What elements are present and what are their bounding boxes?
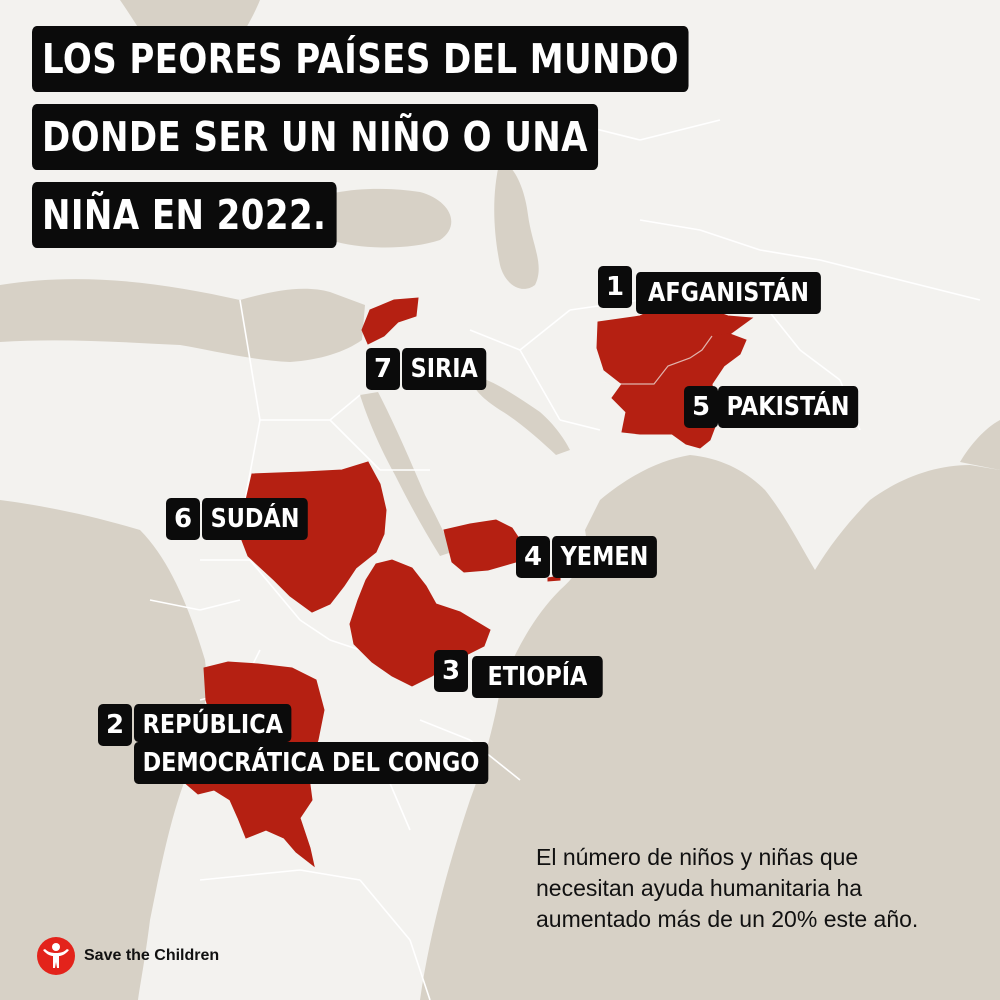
label-yemen: YEMEN bbox=[552, 536, 657, 578]
caption-line-2: necesitan ayuda humanitaria ha bbox=[536, 875, 863, 901]
rank-badge-dr-congo: 2 bbox=[98, 704, 133, 746]
afghanistan-pakistan-border bbox=[599, 335, 713, 385]
logo-text: Save the Children bbox=[84, 947, 220, 964]
persian-gulf bbox=[470, 375, 570, 455]
title-line-1: LOS PEORES PAÍSES DEL MUNDO bbox=[32, 26, 689, 92]
label-sudan: SUDÁN bbox=[202, 498, 309, 540]
caspian-sea bbox=[494, 160, 539, 289]
red-sea bbox=[360, 392, 452, 556]
rank-badge-sudan: 6 bbox=[166, 498, 201, 540]
atlantic-ocean bbox=[0, 500, 207, 1000]
save-the-children-logo: Save the Children bbox=[36, 936, 219, 976]
rank-badge-syria: 7 bbox=[366, 348, 401, 390]
label-dr-congo-line-2: DEMOCRÁTICA DEL CONGO bbox=[134, 742, 488, 784]
title-line-3: NIÑA EN 2022. bbox=[32, 182, 337, 248]
mediterranean-sea bbox=[0, 279, 365, 362]
indian-ocean bbox=[420, 455, 1000, 1000]
syria-shape bbox=[361, 297, 419, 345]
bay-of-bengal bbox=[960, 420, 1000, 470]
caption-line-1: El número de niños y niñas que bbox=[536, 844, 859, 870]
rank-badge-pakistan: 5 bbox=[684, 386, 719, 428]
label-syria: SIRIA bbox=[402, 348, 487, 390]
caption: El número de niños y niñas que necesitan… bbox=[536, 842, 996, 935]
title-line-2: DONDE SER UN NIÑO O UNA bbox=[32, 104, 598, 170]
caption-line-3: aumentado más de un 20% este año. bbox=[536, 906, 919, 932]
rank-badge-ethiopia: 3 bbox=[434, 650, 469, 692]
label-afghanistan: AFGANISTÁN bbox=[636, 272, 821, 314]
label-ethiopia: ETIOPÍA bbox=[472, 656, 603, 698]
label-pakistan: PAKISTÁN bbox=[718, 386, 859, 428]
rank-badge-yemen: 4 bbox=[516, 536, 551, 578]
save-the-children-logo-icon bbox=[37, 937, 75, 975]
label-dr-congo-line-1: REPÚBLICA bbox=[134, 704, 292, 742]
rank-badge-afghanistan: 1 bbox=[598, 266, 633, 308]
